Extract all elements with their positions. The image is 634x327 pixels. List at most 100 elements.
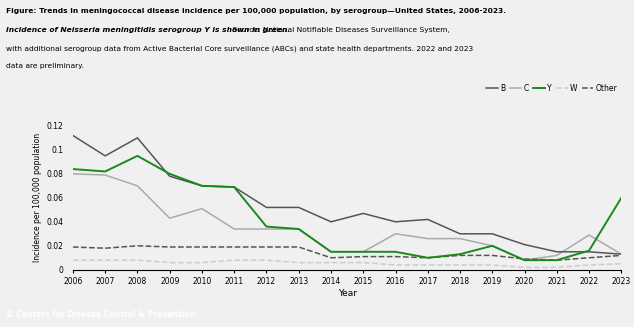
- Text: Source: National Notifiable Diseases Surveillance System,: Source: National Notifiable Diseases Sur…: [230, 27, 450, 33]
- Text: Figure: Trends in meningococcal disease incidence per 100,000 population, by ser: Figure: Trends in meningococcal disease …: [6, 8, 507, 14]
- C: [392, 232, 399, 236]
- C: [585, 233, 593, 237]
- B: [295, 205, 302, 209]
- X-axis label: Year: Year: [338, 289, 356, 298]
- C: [488, 244, 496, 248]
- B: [553, 250, 560, 254]
- Line: Y: Y: [73, 156, 621, 260]
- W: [69, 258, 77, 262]
- W: [521, 266, 528, 269]
- Other: [134, 244, 141, 248]
- C: [295, 227, 302, 231]
- Other: [198, 245, 206, 249]
- B: [166, 174, 174, 178]
- B: [69, 133, 77, 137]
- Y: [134, 154, 141, 158]
- Y: [327, 250, 335, 254]
- Y: [101, 169, 109, 173]
- B: [262, 205, 270, 209]
- Other: [392, 255, 399, 259]
- Other: [585, 256, 593, 260]
- Y: [521, 258, 528, 262]
- Text: © Centers for Disease Control & Prevention: © Centers for Disease Control & Preventi…: [6, 310, 195, 319]
- C: [553, 253, 560, 257]
- C: [327, 250, 335, 254]
- Y: [230, 185, 238, 189]
- C: [198, 207, 206, 211]
- Other: [424, 256, 432, 260]
- B: [456, 232, 464, 236]
- C: [69, 172, 77, 176]
- C: [262, 227, 270, 231]
- B: [618, 252, 625, 256]
- Y: [392, 250, 399, 254]
- W: [392, 263, 399, 267]
- C: [424, 237, 432, 241]
- C: [521, 258, 528, 262]
- B: [424, 217, 432, 221]
- W: [166, 261, 174, 265]
- B: [359, 212, 367, 215]
- Other: [101, 246, 109, 250]
- B: [521, 243, 528, 247]
- W: [230, 258, 238, 262]
- W: [488, 263, 496, 267]
- Other: [166, 245, 174, 249]
- B: [101, 154, 109, 158]
- Other: [230, 245, 238, 249]
- Text: Incidence of Neisseria meningitidis serogroup Y is shown in green.: Incidence of Neisseria meningitidis sero…: [6, 27, 290, 33]
- Line: C: C: [73, 174, 621, 260]
- Legend: B, C, Y, W, Other: B, C, Y, W, Other: [486, 84, 618, 93]
- C: [134, 184, 141, 188]
- Y: [553, 258, 560, 262]
- W: [553, 266, 560, 269]
- Other: [618, 253, 625, 257]
- Line: Other: Other: [73, 246, 621, 260]
- C: [618, 252, 625, 256]
- B: [327, 220, 335, 224]
- Other: [327, 256, 335, 260]
- Other: [521, 257, 528, 261]
- B: [198, 184, 206, 188]
- W: [134, 258, 141, 262]
- B: [585, 250, 593, 254]
- C: [230, 227, 238, 231]
- W: [101, 258, 109, 262]
- B: [392, 220, 399, 224]
- W: [198, 261, 206, 265]
- W: [585, 263, 593, 267]
- W: [618, 262, 625, 266]
- Line: W: W: [73, 260, 621, 267]
- Y: [198, 184, 206, 188]
- Other: [488, 253, 496, 257]
- Other: [295, 245, 302, 249]
- Y: [618, 196, 625, 200]
- Text: data are preliminary.: data are preliminary.: [6, 63, 84, 69]
- W: [262, 258, 270, 262]
- W: [359, 261, 367, 265]
- Y: [585, 249, 593, 252]
- C: [101, 173, 109, 177]
- Y: [166, 172, 174, 176]
- W: [424, 263, 432, 267]
- Y: [456, 252, 464, 256]
- B: [134, 136, 141, 140]
- Y: [359, 250, 367, 254]
- W: [327, 261, 335, 265]
- B: [230, 185, 238, 189]
- Other: [359, 255, 367, 259]
- B: [488, 232, 496, 236]
- W: [456, 263, 464, 267]
- Other: [69, 245, 77, 249]
- W: [295, 261, 302, 265]
- Other: [262, 245, 270, 249]
- Line: B: B: [73, 135, 621, 254]
- Y-axis label: Incidence per 100,000 population: Incidence per 100,000 population: [33, 133, 42, 262]
- Y: [295, 227, 302, 231]
- C: [359, 250, 367, 254]
- Text: with additional serogroup data from Active Bacterial Core surveillance (ABCs) an: with additional serogroup data from Acti…: [6, 45, 474, 52]
- Other: [553, 258, 560, 262]
- Y: [488, 244, 496, 248]
- C: [456, 237, 464, 241]
- Y: [69, 167, 77, 171]
